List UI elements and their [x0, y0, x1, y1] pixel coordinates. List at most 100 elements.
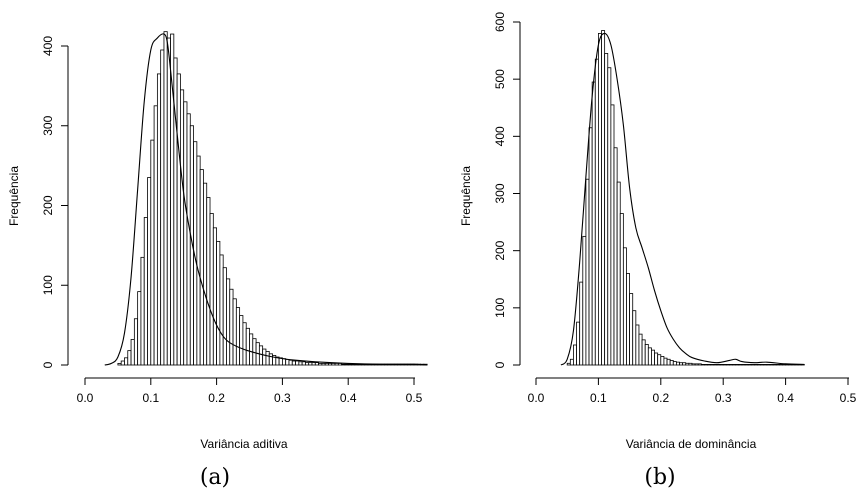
- panel-b-bar: [654, 352, 659, 366]
- panel-b-bar: [626, 273, 630, 366]
- panel-b-bar: [685, 362, 690, 366]
- panel-b-bar: [735, 364, 740, 366]
- panel-a-bar: [281, 358, 287, 366]
- panel-b-bar: [772, 364, 777, 366]
- panel-b-bar: [569, 358, 574, 366]
- panel-a-x-tick-label: 0.0: [77, 391, 94, 405]
- panel-a-bar: [258, 345, 264, 366]
- panel-b-bar: [769, 364, 774, 366]
- panel-b-bar: [688, 362, 693, 366]
- panel-b-y-tick-label: 100: [493, 298, 507, 318]
- panel-b-bar: [679, 362, 684, 366]
- panel-b-bar: [750, 364, 755, 366]
- panel-b-bar: [629, 293, 634, 366]
- panel-b-bar: [682, 362, 687, 366]
- panel-b-y-tick-label: 0: [493, 361, 507, 368]
- panel-a-bar: [186, 113, 191, 366]
- panel-a-bar: [232, 298, 237, 366]
- panel-a-bar: [262, 348, 267, 366]
- panel-a-bar: [133, 318, 139, 366]
- panel-b-bar: [694, 363, 699, 366]
- histogram-panel-b: 0.0 0.1 0.2 0.3 0.4 0.5 0 100 200 300 400 500 600 V…: [459, 12, 857, 490]
- panel-a-bar: [209, 213, 214, 366]
- panel-a-bar: [285, 359, 290, 366]
- panel-a-x-tick-label: 0.1: [142, 391, 159, 405]
- panel-a-bar: [245, 327, 250, 366]
- panel-a-bar: [249, 333, 254, 366]
- panel-b-bar: [619, 213, 624, 366]
- panel-a-y-tick-label: 200: [41, 195, 55, 215]
- panel-b-bar: [622, 247, 627, 366]
- panel-b-bar: [632, 310, 637, 366]
- panel-a-bar: [235, 307, 241, 366]
- panel-a-bar: [331, 362, 336, 366]
- panel-b-y-tick-label: 500: [493, 69, 507, 89]
- panel-a-bar: [354, 363, 359, 366]
- panel-b-caption: (b): [644, 465, 675, 490]
- panel-a-x-tick-label: 0.2: [208, 391, 225, 405]
- panel-b-y-tick-label: 300: [493, 183, 507, 203]
- panel-b-bar: [716, 364, 721, 366]
- panel-b-y-axis: 0 100 200 300 400 500 600: [493, 12, 521, 368]
- panel-a-x-tick-label: 0.4: [340, 391, 357, 405]
- panel-a-bar: [180, 89, 185, 366]
- panel-b-bar: [722, 364, 727, 366]
- panel-b-bar: [700, 364, 705, 366]
- panel-b-bar: [585, 178, 590, 366]
- panel-a-bar: [199, 169, 204, 366]
- panel-b-bar: [744, 364, 749, 366]
- panel-a-bar: [147, 177, 152, 366]
- panel-a-bar: [291, 360, 296, 366]
- panel-b-x-axis: 0.0 0.1 0.2 0.3 0.4 0.5: [528, 377, 857, 405]
- panel-b-x-tick-label: 0.3: [715, 391, 732, 405]
- panel-b-bar: [613, 147, 618, 366]
- panel-a-bar: [314, 362, 319, 366]
- panel-b-bar: [638, 333, 643, 366]
- panel-a-bar: [226, 278, 231, 366]
- panel-b-x-tick-label: 0.2: [652, 391, 669, 405]
- panel-b-bar: [591, 81, 596, 366]
- panel-b-bar: [647, 347, 652, 366]
- panel-b-x-axis-title: Variância de dominância: [626, 437, 757, 451]
- histogram-panel-a: 0.0 0.1 0.2 0.3 0.4 0.5 0 100 200 300 400 Variânc…: [7, 31, 428, 490]
- panel-b-bar: [760, 364, 765, 366]
- panel-a-bar: [318, 362, 323, 366]
- panel-b-bar: [725, 364, 730, 366]
- panel-a-y-tick-label: 300: [41, 115, 55, 135]
- panel-b-bar: [697, 363, 702, 366]
- panel-a-bar: [305, 362, 310, 366]
- panel-b-bars: [566, 30, 805, 366]
- panel-b-bar: [641, 339, 646, 366]
- panel-a-bar: [334, 362, 339, 366]
- panel-b-bar: [747, 364, 752, 366]
- panel-a-bar: [341, 363, 346, 366]
- panel-a-bar: [166, 37, 171, 366]
- panel-b-bar: [757, 364, 762, 366]
- panel-b-bar: [604, 53, 609, 366]
- panel-a-bar: [239, 315, 244, 366]
- panel-a-bar: [301, 361, 306, 366]
- panel-a-bar: [268, 353, 273, 366]
- panel-a-x-axis: 0.0 0.1 0.2 0.3 0.4 0.5: [77, 377, 423, 405]
- panel-b-bar: [566, 362, 571, 366]
- panel-a-bar: [117, 362, 122, 366]
- panel-b-bar: [666, 358, 671, 366]
- panel-a-bar: [351, 363, 356, 366]
- panel-b-bar: [676, 361, 680, 366]
- panel-b-bar: [741, 364, 746, 366]
- panel-b-y-axis-title: Frequência: [459, 166, 473, 226]
- panel-a-bar: [163, 31, 168, 366]
- panel-a-y-tick-label: 100: [41, 275, 55, 295]
- panel-a-bar: [347, 363, 352, 366]
- panel-a-bar: [150, 139, 155, 366]
- panel-b-x-tick-label: 0.1: [590, 391, 607, 405]
- panel-b-bar: [732, 364, 737, 366]
- panel-a-x-tick-label: 0.5: [406, 391, 423, 405]
- panel-b-y-tick-label: 600: [493, 12, 507, 32]
- panel-a-bar: [219, 254, 224, 366]
- panel-b-bar: [778, 364, 783, 366]
- panel-b-bar: [588, 127, 593, 366]
- panel-a-bar: [311, 362, 316, 366]
- panel-a-bar: [308, 362, 313, 366]
- panel-b-bar: [719, 364, 724, 366]
